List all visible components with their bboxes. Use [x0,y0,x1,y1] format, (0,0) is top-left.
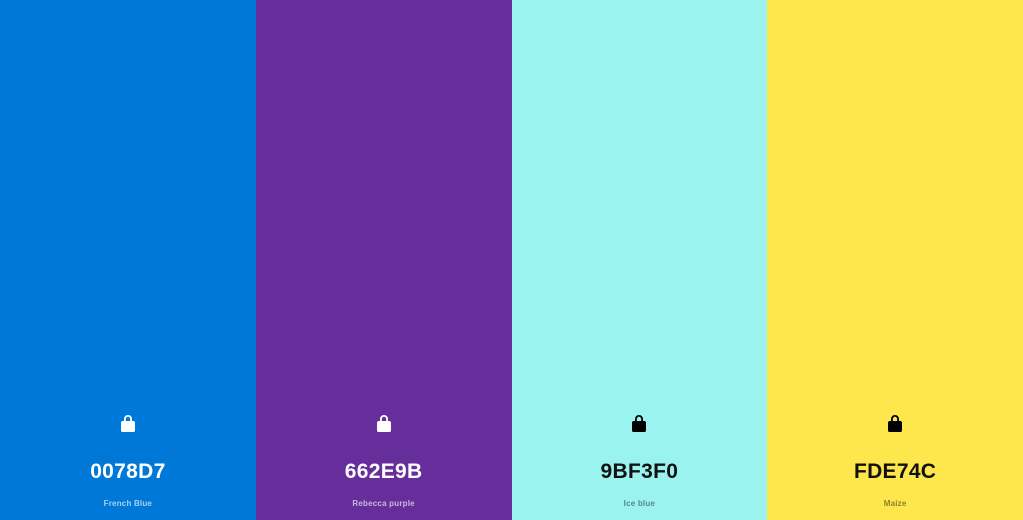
color-swatch-ice-blue[interactable]: 9BF3F0 Ice blue [511,0,768,520]
hex-code[interactable]: FDE74C [853,460,937,483]
color-swatch-french-blue[interactable]: 0078D7 French Blue [0,0,256,520]
hex-code[interactable]: 9BF3F0 [600,460,679,483]
lock-icon[interactable] [887,414,903,432]
color-name: Ice blue [623,499,656,508]
color-swatch-rebecca-purple[interactable]: 662E9B Rebecca purple [255,0,512,520]
color-swatch-maize[interactable]: FDE74C Maize [767,0,1023,520]
color-name: Rebecca purple [352,499,415,508]
hex-code[interactable]: 0078D7 [90,460,166,483]
lock-icon[interactable] [376,414,392,432]
lock-icon[interactable] [631,414,647,432]
color-name: French Blue [103,499,153,508]
color-name: Maize [883,499,907,508]
hex-code[interactable]: 662E9B [344,460,423,483]
lock-icon[interactable] [120,414,136,432]
